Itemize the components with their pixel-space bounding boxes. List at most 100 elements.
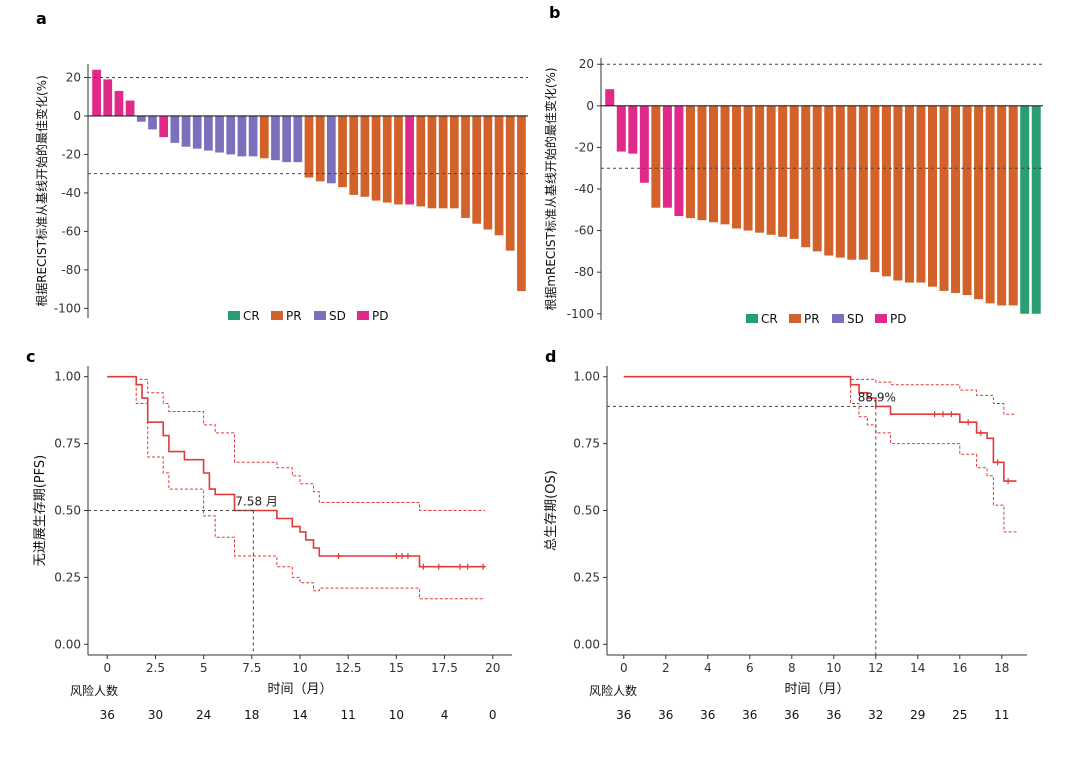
risk-count: 4 <box>441 708 449 722</box>
legend-label-sd: SD <box>329 309 346 323</box>
legend-swatch-cr <box>228 311 240 320</box>
bar-pr <box>494 115 504 236</box>
bar-pr <box>939 105 949 291</box>
bar-pd <box>628 105 638 154</box>
x-tick-label: 6 <box>746 661 754 675</box>
legend-label-pr: PR <box>804 312 820 326</box>
survival-curve <box>623 375 1017 482</box>
bar-pr <box>360 115 370 197</box>
y-tick-label: 0.00 <box>573 637 600 651</box>
bar-pd <box>125 100 135 116</box>
bar-pr <box>789 105 799 239</box>
bar-pr <box>371 115 381 201</box>
bar-pr <box>928 105 937 287</box>
bar-pd <box>605 89 615 106</box>
bar-sd <box>248 115 258 157</box>
bar-pr <box>732 105 742 229</box>
risk-count: 18 <box>244 708 259 722</box>
y-tick-label: 0.25 <box>573 570 600 584</box>
y-tick-label: 0.75 <box>54 437 81 451</box>
x-tick-label: 2 <box>662 661 670 675</box>
pfs-km-panel: c 0.00 0.25 0.50 0.75 1.00 0 2.5 5 7.5 10 12.5 15 17.… <box>26 347 512 722</box>
bar-pd <box>639 105 649 183</box>
y-axis-title: 根据mRECIST标准从基线开始的最佳变化(%) <box>543 67 558 310</box>
legend-swatch-pr <box>789 314 801 323</box>
bar-pr <box>449 115 459 209</box>
bar-pd <box>662 105 672 208</box>
waterfall-mrecist-panel: b 20 0 -20 -40 -60 -80 -100 根据mRECIST标准从基线开始的最佳变… <box>543 3 1043 326</box>
bar-pr <box>835 105 845 258</box>
y-tick-label: -40 <box>574 182 594 196</box>
censor-mark <box>464 563 471 570</box>
bar-sd <box>136 115 146 122</box>
y-tick-label: 0.25 <box>54 570 81 584</box>
risk-count: 11 <box>994 708 1009 722</box>
censor-mark <box>393 552 400 559</box>
bar-pr <box>824 105 834 256</box>
bar-pr <box>472 115 482 224</box>
x-tick-label: 17.5 <box>431 661 458 675</box>
upper-ci-line <box>623 376 1017 415</box>
risk-count: 30 <box>148 708 163 722</box>
waterfall-recist-panel: a 20 0 -20 -40 -60 -80 -100 根据RECIST标准从基线开始的最佳变化… <box>34 9 528 323</box>
censor-mark <box>480 563 487 570</box>
bar-pr <box>743 105 753 231</box>
bar-pr <box>881 105 891 277</box>
upper-ci-line <box>107 376 485 511</box>
bar-pr <box>985 105 995 304</box>
risk-count: 24 <box>196 708 211 722</box>
bar-pr <box>315 115 325 182</box>
bar-pr <box>517 115 526 292</box>
y-tick-label: 1.00 <box>573 370 600 384</box>
legend-label-pd: PD <box>372 309 388 323</box>
bar-sd <box>181 115 191 147</box>
y-tick-label: 20 <box>66 70 81 84</box>
bar-pr <box>801 105 811 248</box>
bar-pr <box>904 105 914 283</box>
censor-mark <box>994 459 1001 466</box>
legend-swatch-pr <box>271 311 283 320</box>
x-tick-label: 16 <box>952 661 967 675</box>
risk-count: 25 <box>952 708 967 722</box>
bar-pr <box>962 105 972 296</box>
risk-table-title: 风险人数 <box>589 683 637 698</box>
legend-swatch-pd <box>875 314 887 323</box>
bar-cr <box>1031 105 1041 314</box>
bar-sd <box>282 115 292 163</box>
y-tick-label: 0.50 <box>54 504 81 518</box>
bar-sd <box>293 115 303 163</box>
y-tick-label: -80 <box>61 263 81 277</box>
risk-count: 0 <box>489 708 497 722</box>
y-tick-label: 0.75 <box>573 437 600 451</box>
bar-sd <box>148 115 157 130</box>
censor-mark <box>420 563 427 570</box>
y-tick-label: -60 <box>61 224 81 238</box>
legend-label-cr: CR <box>243 309 260 323</box>
bar-pr <box>997 105 1007 306</box>
risk-count: 10 <box>389 708 404 722</box>
bar-pr <box>778 105 788 237</box>
x-tick-label: 20 <box>485 661 500 675</box>
y-tick-label: -100 <box>567 307 594 321</box>
bar-pr <box>304 115 314 178</box>
bar-pr <box>974 105 984 300</box>
bar-pr <box>812 105 822 252</box>
bar-pr <box>858 105 868 260</box>
bar-pr <box>416 115 426 207</box>
bar-sd <box>215 115 224 153</box>
y-tick-label: 1.00 <box>54 370 81 384</box>
censor-mark <box>977 429 984 436</box>
panel-letter: a <box>36 9 47 28</box>
censor-mark <box>965 419 972 426</box>
x-tick-label: 14 <box>910 661 925 675</box>
censor-mark <box>1005 478 1012 485</box>
bar-pd <box>674 105 684 217</box>
y-axis-title: 无进展生存期(PFS) <box>33 455 48 566</box>
y-axis-title: 总生存期(OS) <box>544 470 559 551</box>
survival-curve <box>107 375 485 568</box>
y-tick-label: 0.50 <box>573 504 600 518</box>
panel-letter: d <box>545 347 556 366</box>
x-tick-label: 2.5 <box>146 661 165 675</box>
y-tick-label: -20 <box>574 140 594 154</box>
